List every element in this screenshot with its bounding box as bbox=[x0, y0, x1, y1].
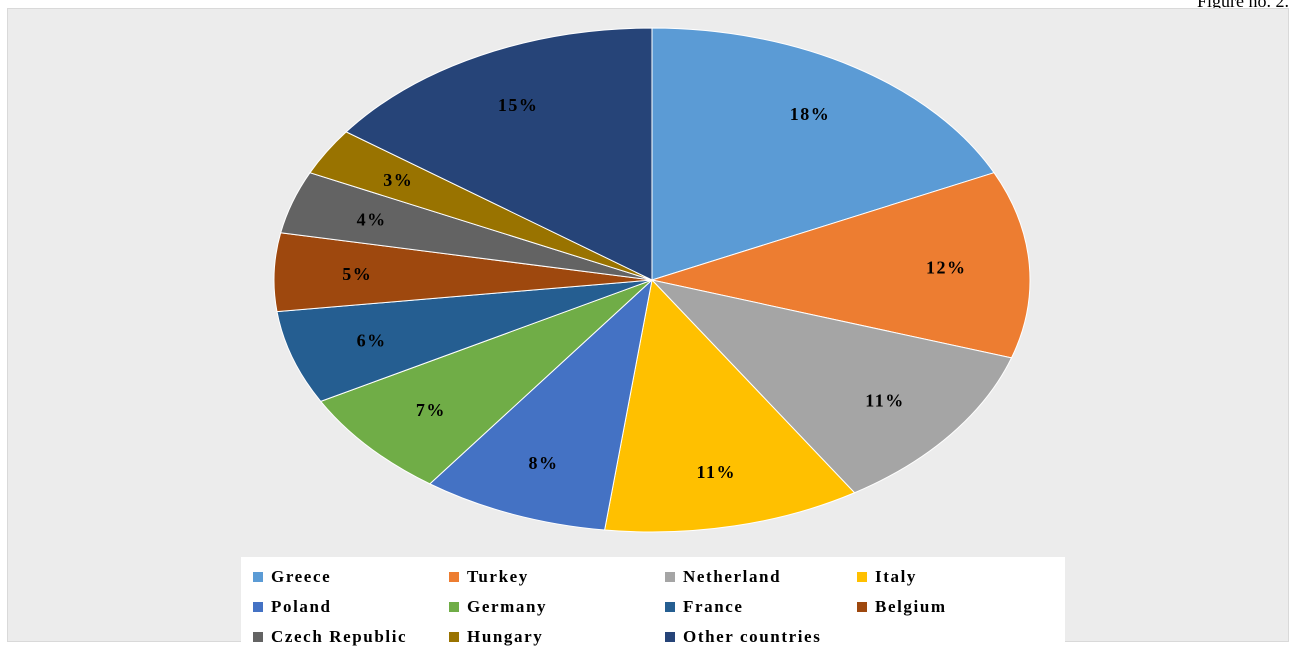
chart-legend: Greece Turkey Netherland Italy Poland Germany… bbox=[241, 557, 1065, 649]
legend-item-italy: Italy bbox=[857, 562, 1057, 592]
legend-swatch bbox=[857, 572, 867, 582]
data-label-belgium: 5% bbox=[342, 264, 372, 284]
pie-slice-germany bbox=[319, 279, 653, 485]
figure-label: Figure no. 2. bbox=[1197, 0, 1289, 11]
pie-slices bbox=[273, 27, 1031, 533]
legend-label: Italy bbox=[875, 567, 917, 586]
legend-swatch bbox=[449, 602, 459, 612]
legend-item-netherland: Netherland bbox=[665, 562, 857, 592]
data-label-netherland: 11% bbox=[865, 390, 905, 410]
data-label-italy: 11% bbox=[697, 462, 737, 482]
data-label-other-countries: 15% bbox=[498, 95, 539, 115]
pie-slice-greece bbox=[651, 27, 995, 281]
data-label-hungary: 3% bbox=[383, 170, 413, 190]
chart-area: 18% 12% 11% 11% 8% 7% 6% 5% 4% 3% 15% Greece Turkey… bbox=[7, 8, 1289, 649]
data-label-czech-republic: 4% bbox=[357, 209, 387, 229]
legend-label: Germany bbox=[467, 597, 548, 616]
legend-item-poland: Poland bbox=[253, 592, 449, 622]
legend-label: Netherland bbox=[683, 567, 782, 586]
legend-swatch bbox=[665, 572, 675, 582]
legend-swatch bbox=[449, 572, 459, 582]
legend-label: Czech Republic bbox=[271, 627, 408, 646]
legend-item-greece: Greece bbox=[253, 562, 449, 592]
pie-chart: 18% 12% 11% 11% 8% 7% 6% 5% 4% 3% 15% bbox=[273, 27, 1031, 533]
legend-item-hungary: Hungary bbox=[449, 622, 665, 652]
legend-item-czech-republic: Czech Republic bbox=[253, 622, 449, 652]
legend-label: Other countries bbox=[683, 627, 822, 646]
legend-swatch bbox=[665, 602, 675, 612]
data-label-turkey: 12% bbox=[926, 258, 967, 278]
pie-slice-france bbox=[276, 279, 653, 402]
data-label-greece: 18% bbox=[790, 104, 831, 124]
legend-swatch bbox=[857, 602, 867, 612]
legend-item-other-countries: Other countries bbox=[665, 622, 857, 652]
legend-swatch bbox=[253, 602, 263, 612]
pie-slice-poland bbox=[428, 278, 653, 531]
legend-label: France bbox=[683, 597, 744, 616]
legend-swatch bbox=[449, 632, 459, 642]
data-label-france: 6% bbox=[357, 331, 387, 351]
legend-label: Greece bbox=[271, 567, 332, 586]
pie-slice-turkey bbox=[650, 172, 1031, 359]
legend-label: Hungary bbox=[467, 627, 544, 646]
pie-data-labels: 18% 12% 11% 11% 8% 7% 6% 5% 4% 3% 15% bbox=[342, 95, 967, 482]
legend-label: Belgium bbox=[875, 597, 947, 616]
legend-swatch bbox=[253, 632, 263, 642]
pie-slice-italy bbox=[604, 278, 856, 533]
legend-label: Turkey bbox=[467, 567, 529, 586]
pie-slice-netherland bbox=[650, 279, 1013, 494]
legend-item-france: France bbox=[665, 592, 857, 622]
data-label-germany: 7% bbox=[416, 400, 446, 420]
legend-item-belgium: Belgium bbox=[857, 592, 1057, 622]
pie-slice-other-countries bbox=[345, 27, 653, 281]
legend-item-germany: Germany bbox=[449, 592, 665, 622]
data-label-poland: 8% bbox=[528, 453, 558, 473]
legend-swatch bbox=[253, 572, 263, 582]
legend-label: Poland bbox=[271, 597, 332, 616]
legend-item-turkey: Turkey bbox=[449, 562, 665, 592]
legend-swatch bbox=[665, 632, 675, 642]
